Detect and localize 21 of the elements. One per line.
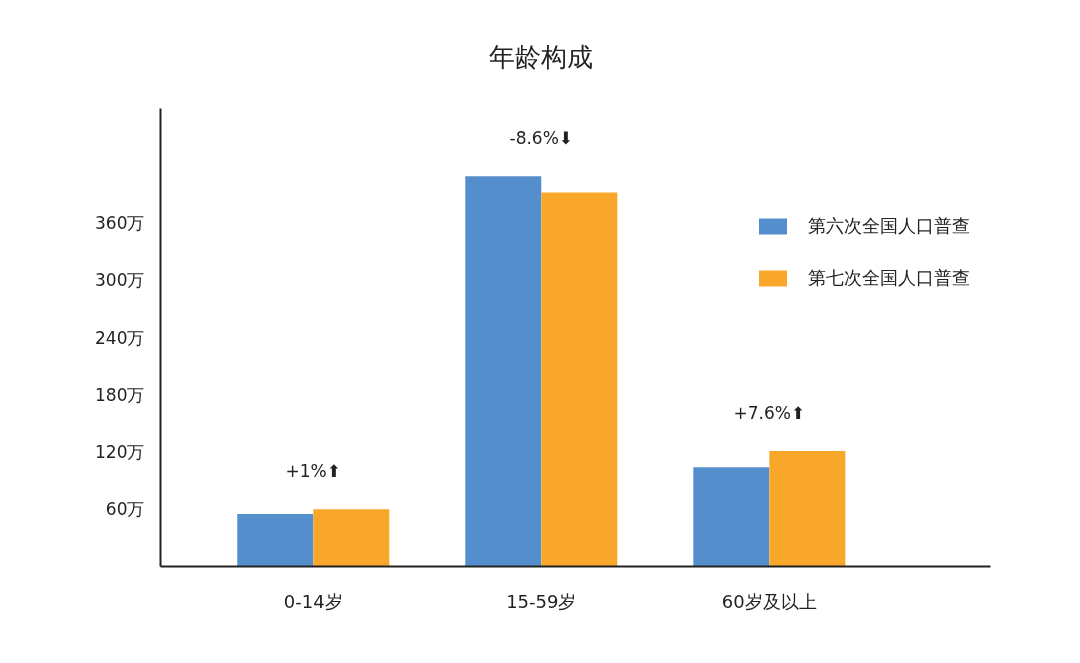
y-tick-label: 360万 <box>95 213 145 233</box>
y-tick-label: 240万 <box>95 327 145 348</box>
bar <box>465 176 542 567</box>
y-tick-label: 60万 <box>105 499 145 520</box>
y-tick-label: 180万 <box>95 384 145 405</box>
x-tick-label: 60岁及以上 <box>721 590 817 612</box>
bar <box>313 509 390 567</box>
y-tick-label: 300万 <box>95 270 145 291</box>
bar <box>769 451 846 567</box>
x-tick-label: 15-59岁 <box>506 590 577 612</box>
legend-label: 第六次全国人口普查 <box>808 214 970 238</box>
x-tick-label: 0-14岁 <box>283 590 343 612</box>
bar <box>541 192 618 567</box>
chart-title: 年龄构成 <box>488 41 593 72</box>
bar <box>237 514 314 567</box>
legend-label: 第七次全国人口普查 <box>808 266 970 290</box>
annotation: +1%⬆ <box>285 461 342 482</box>
y-tick-label: 120万 <box>95 442 145 462</box>
bar <box>693 467 770 567</box>
annotation: +7.6%⬆ <box>733 403 806 424</box>
annotation: -8.6%⬇ <box>509 128 574 149</box>
